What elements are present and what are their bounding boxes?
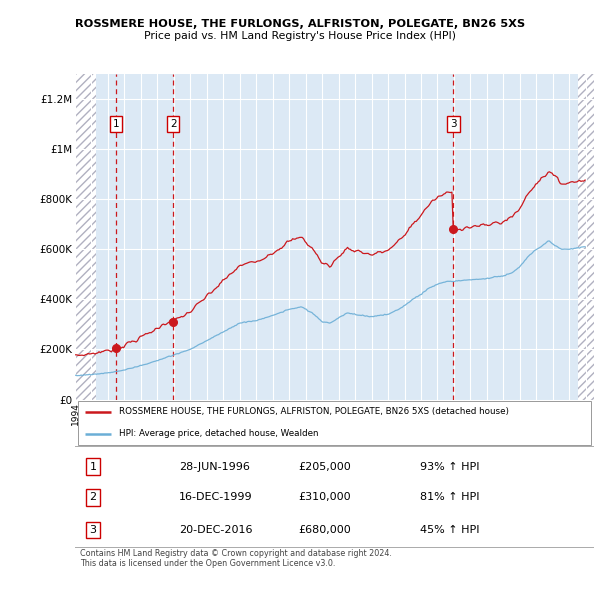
Text: 93% ↑ HPI: 93% ↑ HPI — [420, 461, 479, 471]
Bar — [75, 74, 95, 399]
Text: £310,000: £310,000 — [298, 492, 351, 502]
Text: ROSSMERE HOUSE, THE FURLONGS, ALFRISTON, POLEGATE, BN26 5XS: ROSSMERE HOUSE, THE FURLONGS, ALFRISTON,… — [75, 19, 525, 29]
Text: Contains HM Land Registry data © Crown copyright and database right 2024.
This d: Contains HM Land Registry data © Crown c… — [80, 549, 392, 568]
Text: 2: 2 — [170, 119, 176, 129]
Text: 1: 1 — [89, 461, 97, 471]
Text: 3: 3 — [450, 119, 457, 129]
Text: ROSSMERE HOUSE, THE FURLONGS, ALFRISTON, POLEGATE, BN26 5XS (detached house): ROSSMERE HOUSE, THE FURLONGS, ALFRISTON,… — [119, 407, 509, 416]
Text: £205,000: £205,000 — [298, 461, 351, 471]
Text: 20-DEC-2016: 20-DEC-2016 — [179, 525, 253, 535]
Text: 81% ↑ HPI: 81% ↑ HPI — [420, 492, 479, 502]
Text: 16-DEC-1999: 16-DEC-1999 — [179, 492, 253, 502]
Text: 28-JUN-1996: 28-JUN-1996 — [179, 461, 250, 471]
Text: 2: 2 — [89, 492, 97, 502]
Text: 1: 1 — [113, 119, 119, 129]
Text: HPI: Average price, detached house, Wealden: HPI: Average price, detached house, Weal… — [119, 430, 319, 438]
Text: 45% ↑ HPI: 45% ↑ HPI — [420, 525, 479, 535]
Text: 3: 3 — [89, 525, 97, 535]
FancyBboxPatch shape — [77, 401, 592, 445]
Text: £680,000: £680,000 — [298, 525, 351, 535]
Text: Price paid vs. HM Land Registry's House Price Index (HPI): Price paid vs. HM Land Registry's House … — [144, 31, 456, 41]
Bar — [578, 74, 594, 399]
